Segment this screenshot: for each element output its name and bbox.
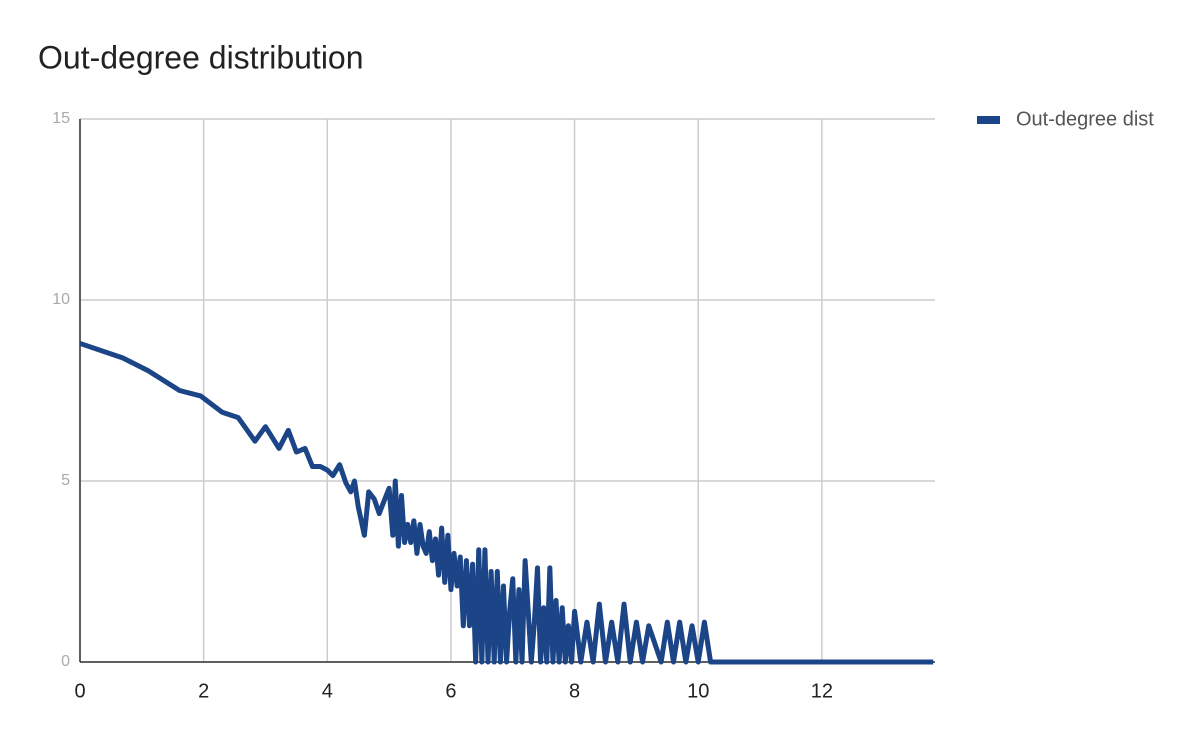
y-tick-label: 15 [52,110,70,127]
x-tick-label: 8 [569,680,580,702]
x-tick-label: 0 [74,680,85,702]
x-tick-label: 4 [322,680,333,702]
x-tick-label: 12 [811,680,833,702]
y-tick-label: 10 [52,291,70,308]
y-tick-label: 0 [61,653,70,670]
x-tick-label: 2 [198,680,209,702]
x-tick-label: 6 [445,680,456,702]
y-tick-label: 5 [61,472,70,489]
data-line [79,341,934,665]
x-tick-label: 10 [687,680,709,702]
legend-label: Out-degree dist [1016,108,1154,130]
chart-title: Out-degree distribution [38,39,364,75]
legend-swatch [977,116,1000,124]
